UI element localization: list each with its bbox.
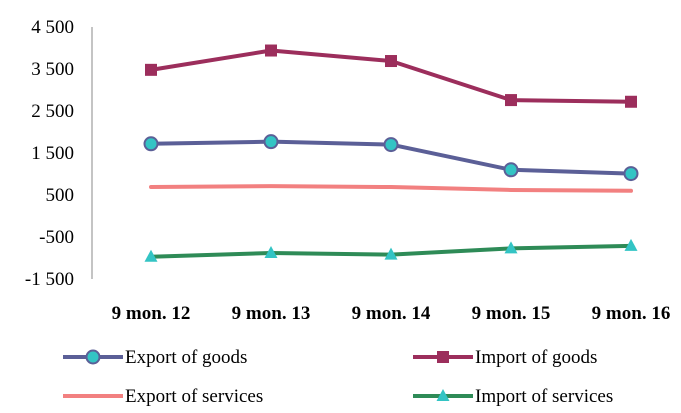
legend-label: Export of services <box>125 386 263 407</box>
x-tick-label: 9 mon. 12 <box>112 303 191 324</box>
y-tick-label: 1 500 <box>31 143 74 164</box>
data-point-marker <box>384 247 398 260</box>
legend-label: Import of services <box>475 386 613 407</box>
data-point-marker <box>385 55 397 68</box>
data-point-marker <box>505 94 517 107</box>
series-line-2 <box>149 184 633 193</box>
legend-label: Import of goods <box>475 347 597 368</box>
data-point-marker <box>265 44 277 57</box>
data-point-marker <box>144 249 158 262</box>
data-point-marker <box>625 95 637 108</box>
data-point-marker <box>624 238 638 251</box>
y-tick-label: 500 <box>46 185 75 206</box>
x-tick-label: 9 mon. 14 <box>352 303 431 324</box>
y-tick-label: -1 500 <box>25 269 74 290</box>
data-point-marker <box>383 137 399 153</box>
x-tick-label: 9 mon. 16 <box>592 303 671 324</box>
legend-marker <box>436 389 450 401</box>
y-tick-label: 2 500 <box>31 101 74 122</box>
data-point-marker <box>143 136 159 152</box>
data-point-marker <box>623 166 639 182</box>
data-point-marker <box>503 162 519 178</box>
y-tick-label: 3 500 <box>31 59 74 80</box>
data-point-marker <box>504 241 518 254</box>
x-tick-label: 9 mon. 15 <box>472 303 551 324</box>
legend-label: Export of goods <box>125 347 247 368</box>
y-tick-label: 4 500 <box>31 17 74 38</box>
y-tick-label: -500 <box>39 227 74 248</box>
legend-marker <box>85 349 101 365</box>
data-point-marker <box>145 63 157 76</box>
data-point-marker <box>263 134 279 150</box>
legend-marker <box>437 351 449 363</box>
x-tick-label: 9 mon. 13 <box>232 303 311 324</box>
data-point-marker <box>264 245 278 258</box>
